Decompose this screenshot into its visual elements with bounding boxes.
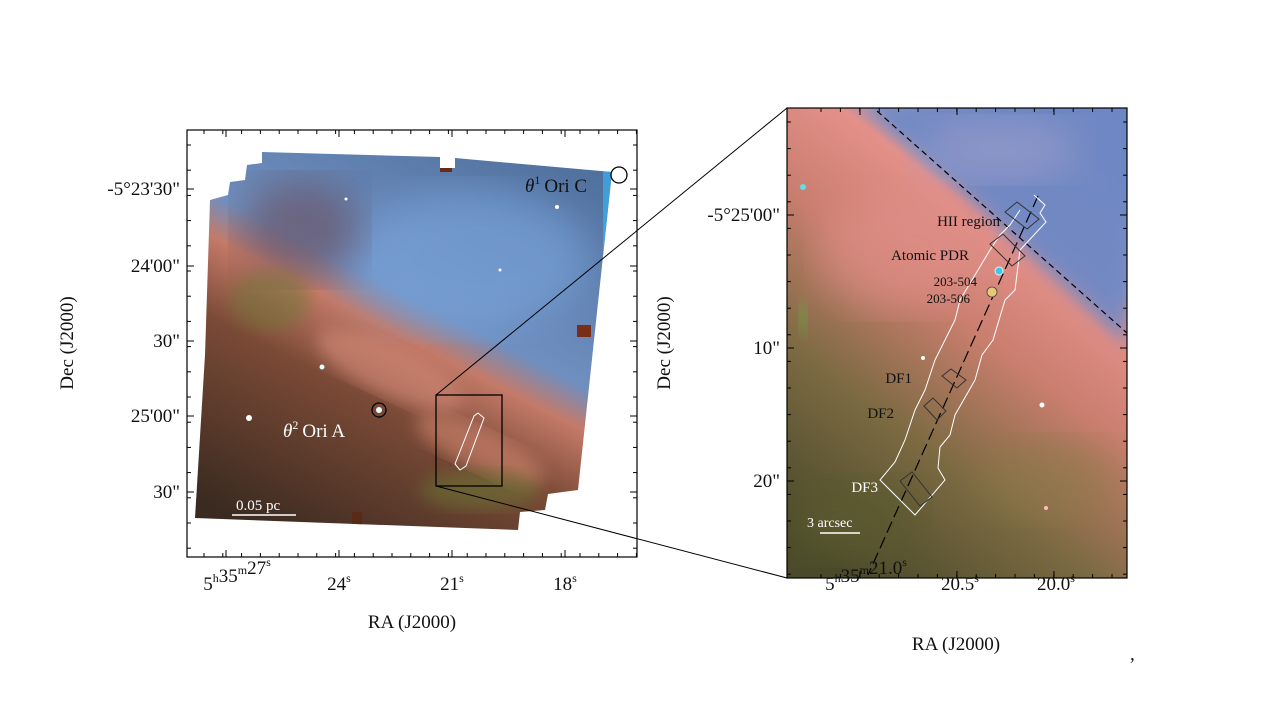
hii-region-aperture <box>1004 201 1040 230</box>
theta1-ori-c-marker <box>610 166 628 184</box>
left-y-tick-label-3: 25'00" <box>131 406 180 427</box>
right-x-tick-label-2: 20.0s <box>1037 571 1075 595</box>
ionization-front-line <box>876 110 1128 334</box>
left-x-tick-label-3: 18s <box>553 571 577 595</box>
theta1-ori-c-label: θ1 Ori C <box>525 173 587 197</box>
right-y-tick-label-0: -5°25'00" <box>707 205 780 226</box>
proplyd-203-504 <box>994 266 1004 276</box>
proplyd-203-504-label: 203-504 <box>934 274 978 289</box>
left-x-tick-label-2: 21s <box>440 571 464 595</box>
df2-aperture <box>923 397 947 421</box>
df1-label: DF1 <box>885 371 912 387</box>
left-y-tick-label-4: 30" <box>153 482 180 503</box>
left-axes-frame <box>186 129 638 558</box>
observation-footprint <box>879 194 1047 516</box>
zoom-region-box <box>435 394 503 487</box>
right-x-tick-label-1: 20.5s <box>941 571 979 595</box>
zoom-connector-bottom <box>435 485 788 579</box>
left-x-tick-label-0: 5h35m27s <box>203 555 271 595</box>
df3-aperture <box>899 471 933 507</box>
left-y-tick-label-2: 30" <box>153 331 180 352</box>
right-scalebar-label: 3 arcsec <box>807 516 852 531</box>
right-y-tick-label-1: 10" <box>753 338 780 359</box>
proplyd-203-506 <box>986 286 998 298</box>
theta2-ori-a-marker <box>371 402 387 418</box>
df1-aperture <box>941 368 967 389</box>
trailing-comma: , <box>1130 644 1135 665</box>
cut-line <box>867 195 1039 576</box>
zoom-connector-top <box>435 107 788 396</box>
left-x-tick-label-1: 24s <box>327 571 351 595</box>
left-y-tick-label-1: 24'00" <box>131 256 180 277</box>
left-scalebar-label: 0.05 pc <box>236 498 281 514</box>
right-y-tick-label-2: 20" <box>753 471 780 492</box>
left-ylabel: Dec (J2000) <box>57 296 78 389</box>
df3-label: DF3 <box>851 480 878 496</box>
left-footprint <box>454 412 485 471</box>
df2-label: DF2 <box>867 406 894 422</box>
right-x-tick-label-0: 5h35m21.0s <box>825 555 907 595</box>
right-nebula-image <box>787 108 1127 578</box>
right-ylabel: Dec (J2000) <box>654 296 675 389</box>
atomic-pdr-aperture <box>989 233 1026 267</box>
left-y-tick-label-0: -5°23'30" <box>107 179 180 200</box>
right-panel: HII region Atomic PDR 203-504 203-506 DF… <box>654 107 1128 655</box>
theta2-ori-a-label: θ2 Ori A <box>283 418 345 442</box>
hii-region-label: HII region <box>937 214 1000 230</box>
left-nebula-image <box>195 152 612 530</box>
left-panel: θ1 Ori C θ2 Ori A 0.05 pc 5h35m27s 24s 21s 18… <box>57 107 788 633</box>
proplyd-203-506-label: 203-506 <box>927 291 971 306</box>
right-xlabel: RA (J2000) <box>912 634 1000 655</box>
left-xlabel: RA (J2000) <box>368 612 456 633</box>
atomic-pdr-label: Atomic PDR <box>891 248 969 264</box>
